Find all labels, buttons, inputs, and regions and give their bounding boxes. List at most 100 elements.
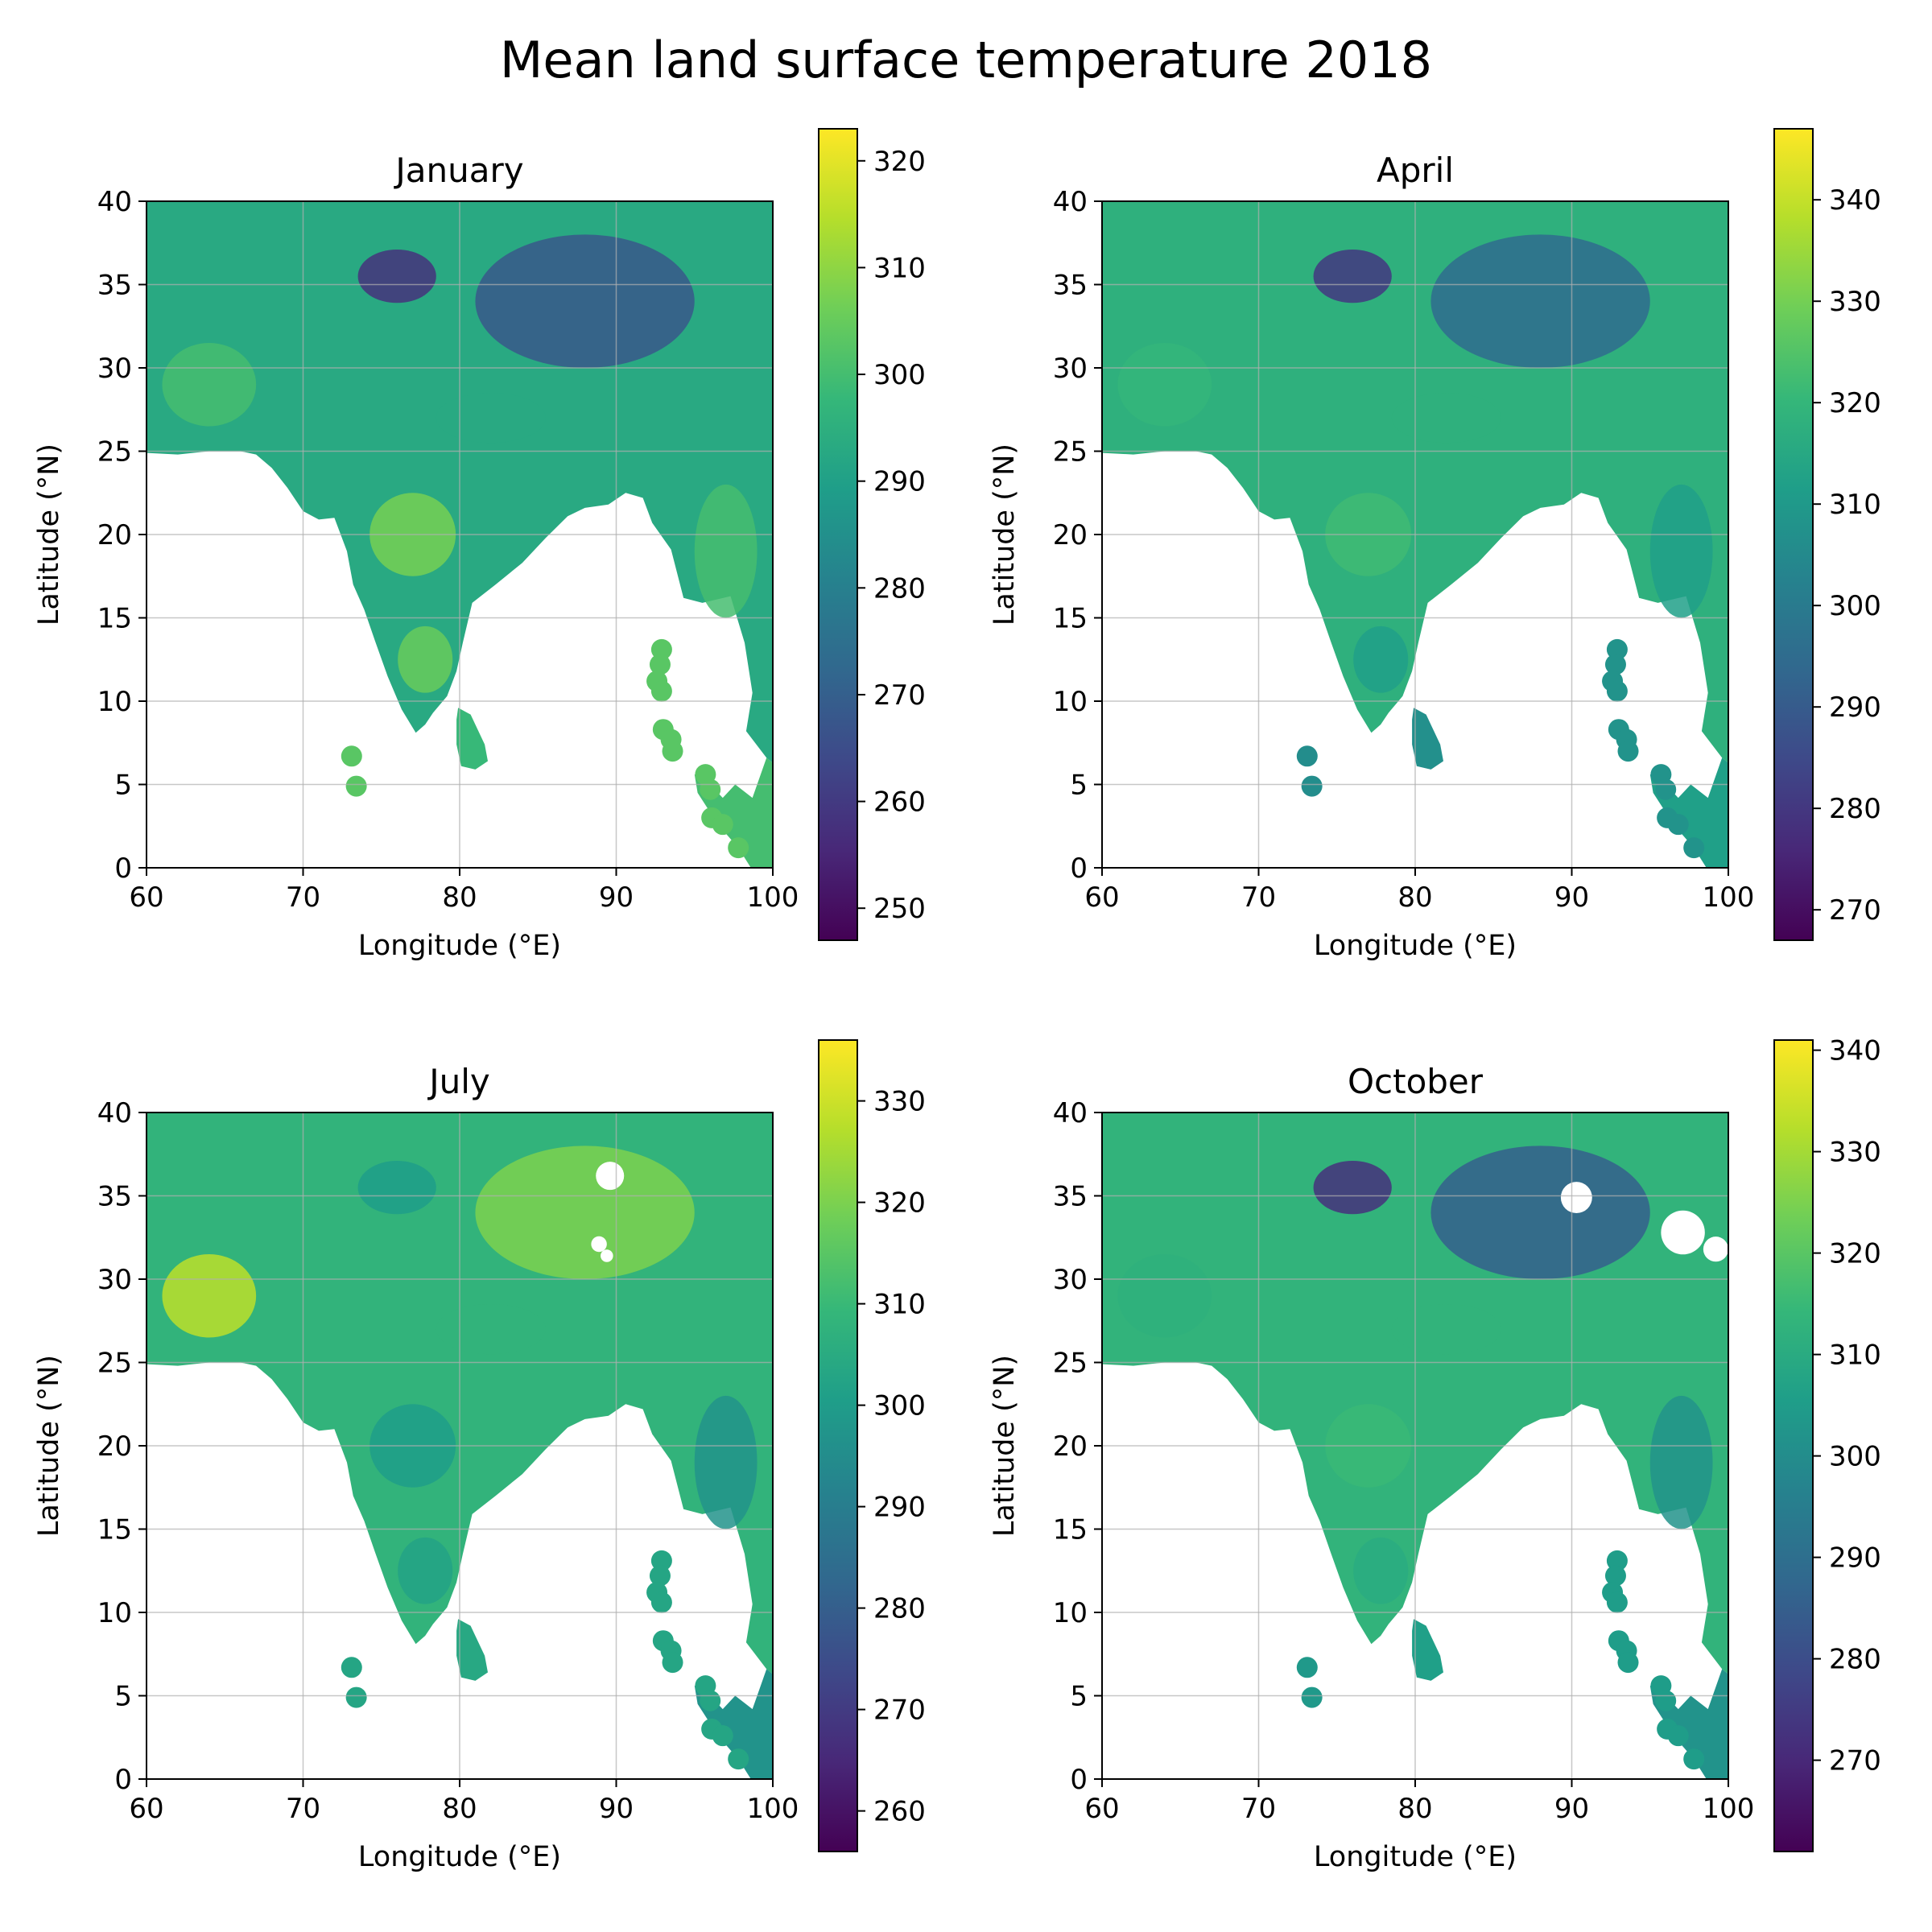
colorbar-tick-label: 310 — [1829, 489, 1881, 521]
region-south_india — [398, 625, 453, 693]
colorbar-scale — [818, 1039, 858, 1852]
island-point — [650, 680, 672, 702]
y-tick-label: 25 — [97, 1348, 132, 1380]
y-tick-label: 40 — [1053, 186, 1088, 218]
colorbar-july: 260 270 280 290 300 310 320 330 — [818, 1039, 926, 1852]
colorbar-january: 250 260 270 280 290 300 310 320 — [818, 128, 926, 941]
x-tick-label: 70 — [1241, 1793, 1276, 1825]
x-tick-label: 100 — [1703, 1793, 1755, 1825]
colorbar-tick-label: 320 — [1829, 1238, 1881, 1270]
land-sri-lanka — [1412, 1619, 1443, 1681]
island-point — [1667, 814, 1689, 836]
y-tick-label: 0 — [1070, 852, 1088, 885]
island-point — [345, 775, 367, 797]
region-myanmar_thailand — [1649, 1395, 1713, 1530]
island-point — [1301, 1686, 1323, 1708]
island-point — [1655, 1690, 1677, 1711]
land-malay-sumatra — [1649, 1669, 1728, 1779]
y-tick-label: 35 — [1053, 1181, 1088, 1213]
region-arabian_sea_coast — [162, 342, 257, 427]
y-tick-label: 5 — [1070, 1681, 1088, 1713]
x-tick-label: 60 — [1084, 881, 1119, 914]
island-point — [1606, 680, 1628, 702]
colorbar-tick-label: 290 — [873, 1492, 926, 1524]
x-tick-label: 60 — [129, 1793, 163, 1825]
colorbar-tick-label: 280 — [873, 1593, 926, 1625]
colorbar-tick-label: 310 — [1829, 1340, 1881, 1372]
panel-title: January — [393, 151, 523, 190]
y-tick-label: 35 — [97, 270, 132, 302]
missing-data — [596, 1162, 625, 1191]
region-tibetan_plateau_north — [1430, 1146, 1650, 1279]
y-tick-label: 20 — [97, 519, 132, 551]
island-point — [1604, 1565, 1626, 1587]
y-tick-label: 30 — [1053, 1264, 1088, 1296]
island-point — [1296, 745, 1318, 767]
colorbar-scale — [1773, 1039, 1814, 1852]
island-point — [1655, 778, 1677, 800]
island-point — [712, 1725, 733, 1747]
island-point — [341, 745, 362, 767]
panel-january: 60 70 80 90 100 0 5 10 15 20 25 30 35 40 January Longit… — [33, 128, 926, 962]
y-tick-label: 0 — [1070, 1764, 1088, 1796]
y-tick-label: 15 — [1053, 1514, 1088, 1546]
region-myanmar_thailand — [1649, 484, 1713, 618]
region-indo_gangetic_plain — [436, 1304, 546, 1355]
y-tick-label: 0 — [114, 1764, 132, 1796]
y-tick-label: 5 — [114, 770, 132, 802]
region-himalaya_karakoram — [1313, 1161, 1392, 1215]
x-tick-label: 90 — [599, 881, 634, 914]
y-tick-label: 25 — [1053, 436, 1088, 469]
island-point — [1296, 1657, 1318, 1678]
x-tick-label: 80 — [1397, 881, 1432, 914]
y-axis-label: Latitude (°N) — [989, 444, 1021, 625]
region-indo_gangetic_plain — [1391, 1304, 1501, 1355]
island-point — [649, 654, 671, 675]
colorbar-tick-label: 300 — [873, 1390, 926, 1422]
island-point — [650, 1591, 672, 1613]
y-tick-label: 10 — [97, 686, 132, 718]
y-tick-label: 20 — [97, 1430, 132, 1463]
panel-april: 60 70 80 90 100 0 5 10 15 20 25 30 35 40 April Longitud… — [989, 128, 1881, 962]
colorbar-tick-label: 320 — [1829, 387, 1881, 419]
colorbar-scale — [1773, 128, 1814, 941]
x-axis-label: Longitude (°E) — [1314, 930, 1517, 962]
y-tick-label: 15 — [97, 1514, 132, 1546]
island-point — [341, 1657, 362, 1678]
colorbar-tick-label: 260 — [873, 786, 926, 819]
y-tick-label: 40 — [97, 186, 132, 218]
colorbar-tick-label: 260 — [873, 1796, 926, 1828]
x-axis-label: Longitude (°E) — [358, 1841, 561, 1873]
y-tick-label: 15 — [1053, 603, 1088, 635]
x-tick-label: 60 — [1084, 1793, 1119, 1825]
region-indo_gangetic_plain — [436, 393, 546, 444]
colorbar-tick-label: 280 — [873, 572, 926, 605]
y-tick-label: 20 — [1053, 1430, 1088, 1463]
island-point — [1683, 1748, 1705, 1770]
region-myanmar_thailand — [694, 1395, 758, 1530]
colorbar-tick-label: 300 — [1829, 1441, 1881, 1473]
x-tick-label: 90 — [599, 1793, 634, 1825]
colorbar-tick-label: 330 — [1829, 286, 1881, 318]
colorbar-april: 270 280 290 300 310 320 330 340 — [1773, 128, 1881, 941]
island-point — [1667, 1725, 1689, 1747]
colorbar-tick-label: 290 — [1829, 1542, 1881, 1575]
y-tick-label: 0 — [114, 852, 132, 885]
colorbar-tick-label: 270 — [1829, 894, 1881, 927]
region-south_india — [1353, 1537, 1409, 1604]
region-indo_gangetic_plain — [1391, 393, 1501, 444]
island-point — [728, 837, 749, 859]
panel-october: 60 70 80 90 100 0 5 10 15 20 25 30 35 40 October Longit… — [989, 1035, 1881, 1873]
region-himalaya_karakoram — [357, 1161, 436, 1215]
missing-data — [601, 1249, 613, 1262]
island-point — [700, 778, 721, 800]
panel-title: October — [1348, 1062, 1484, 1101]
region-arabian_sea_coast — [1117, 1253, 1212, 1338]
x-tick-label: 70 — [286, 881, 320, 914]
x-tick-label: 100 — [1703, 881, 1755, 914]
figure-title: Mean land surface temperature 2018 — [499, 31, 1433, 89]
colorbar-tick-label: 250 — [873, 893, 926, 925]
region-tibetan_plateau_north — [475, 1146, 695, 1279]
colorbar-tick-label: 320 — [873, 146, 926, 178]
